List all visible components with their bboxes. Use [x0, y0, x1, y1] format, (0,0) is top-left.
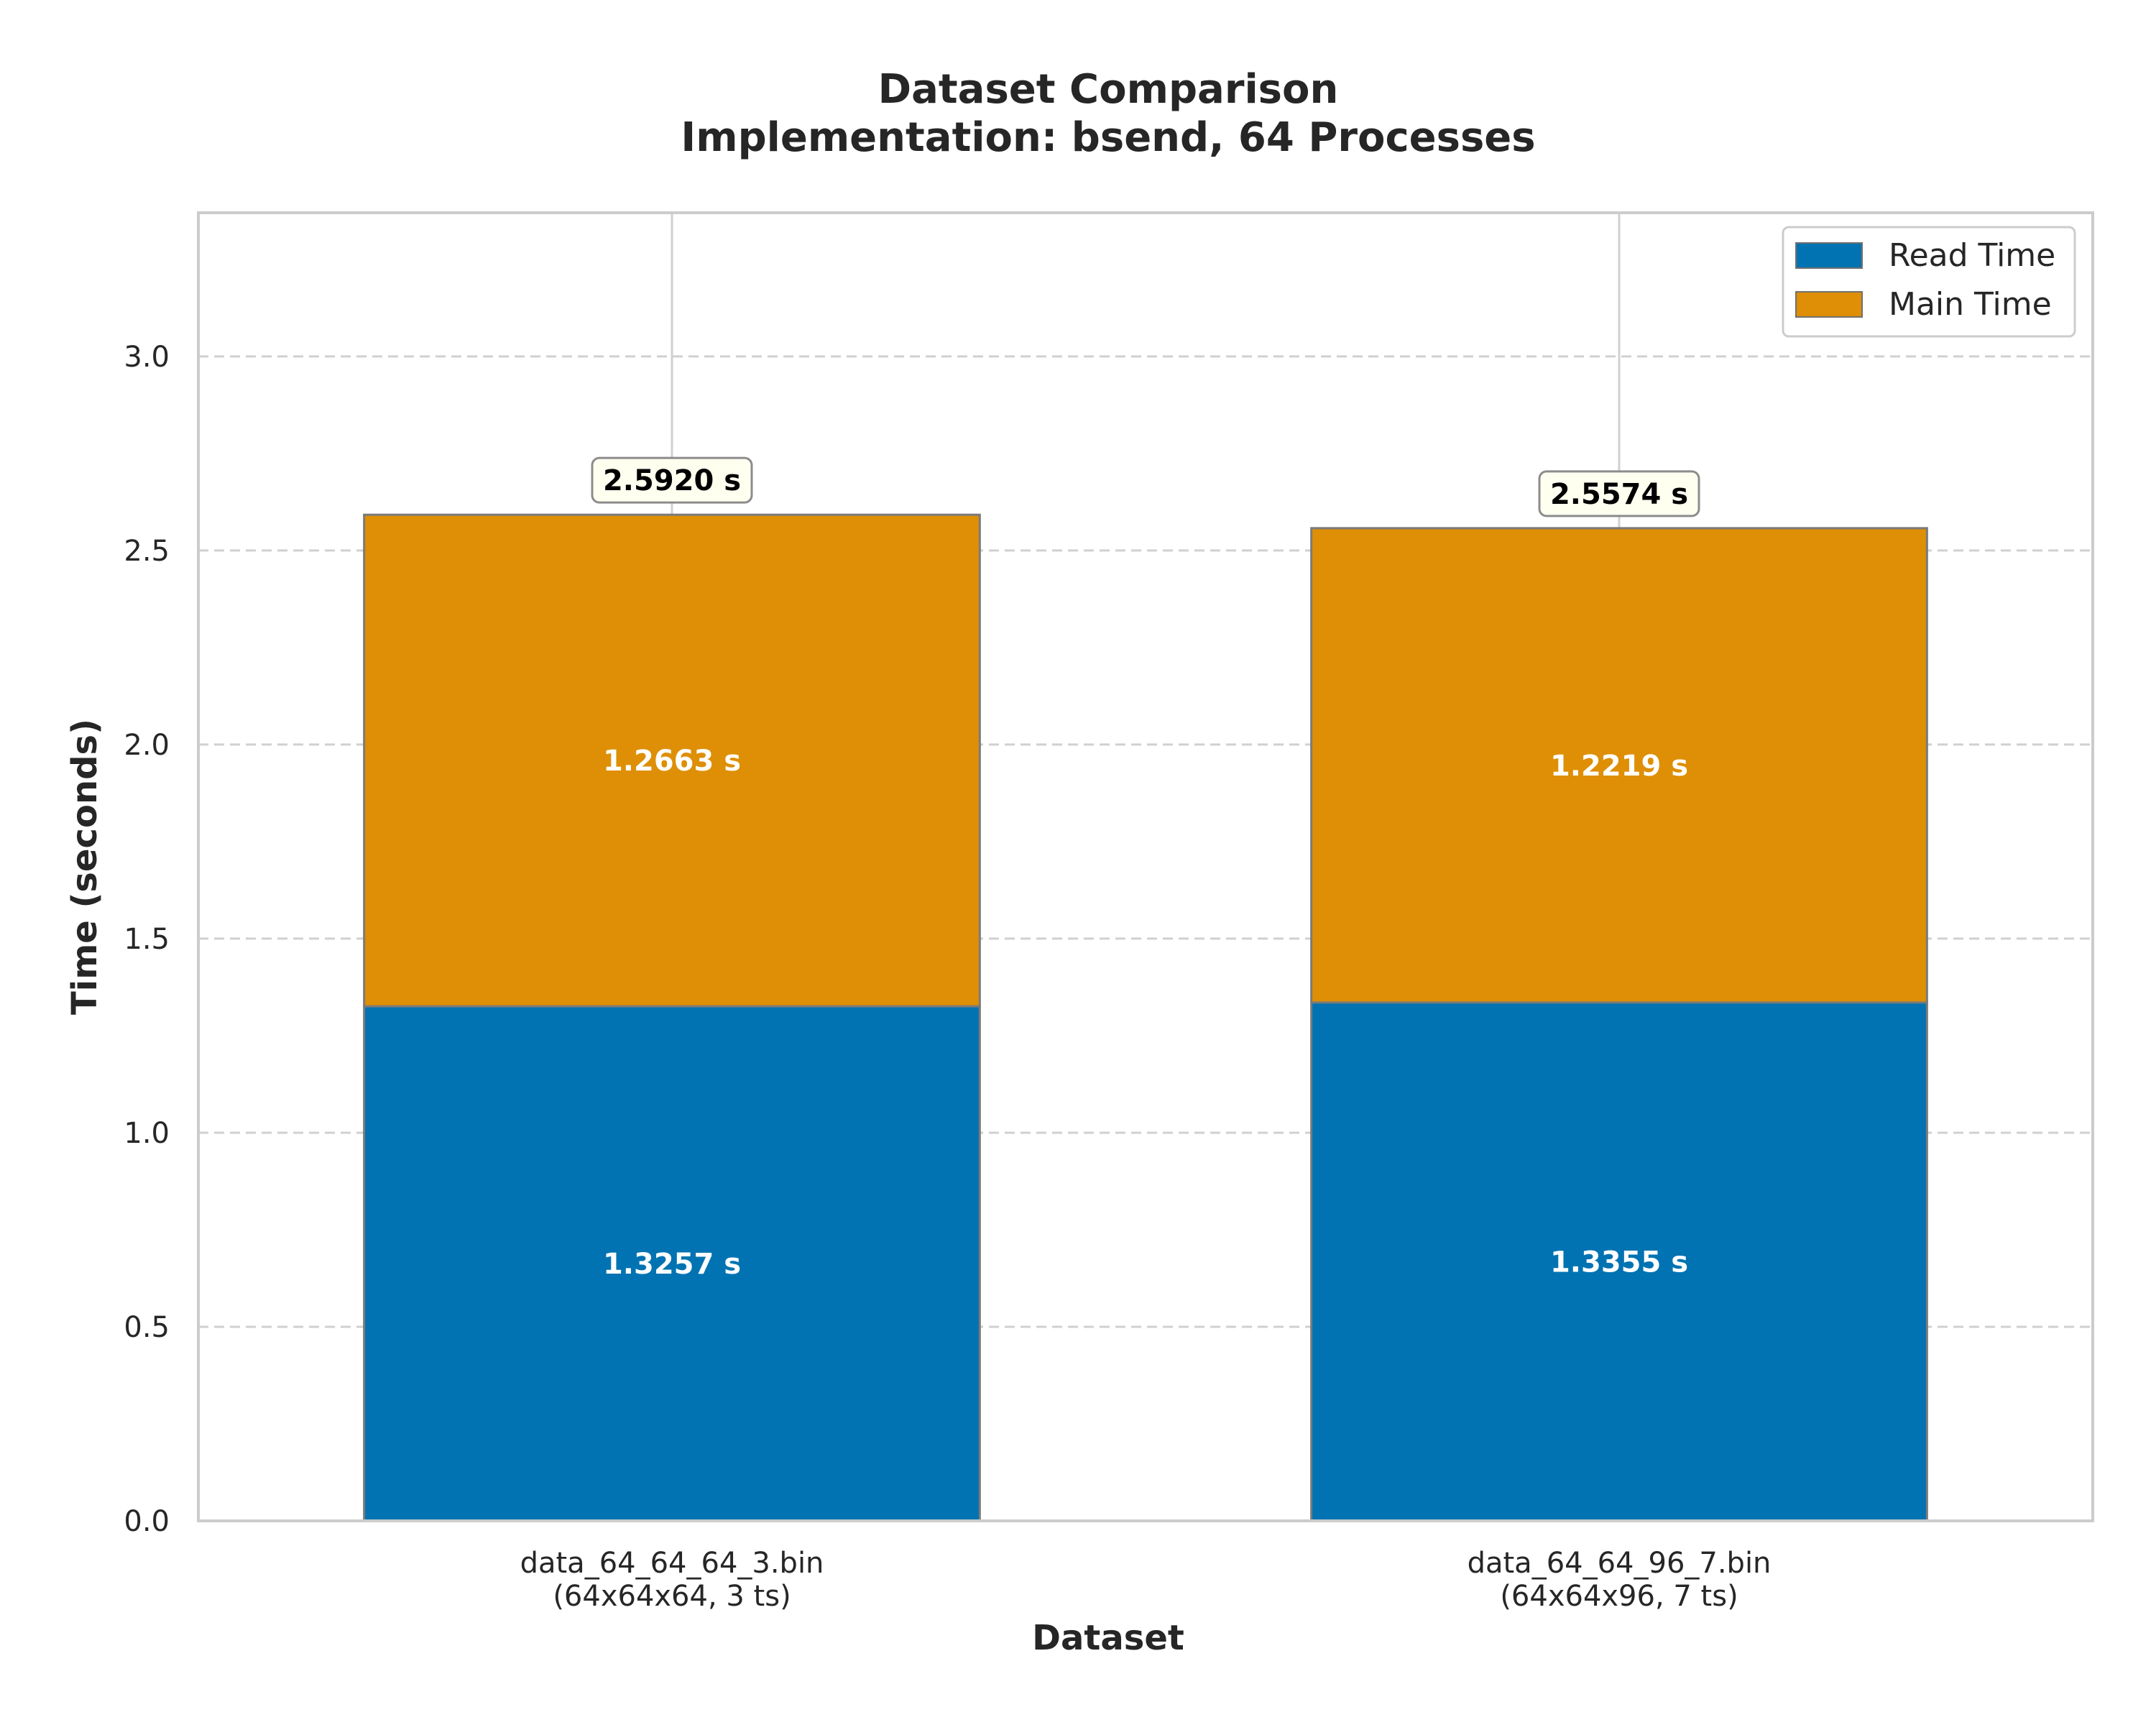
total-value-label: 2.5574 s	[1550, 478, 1688, 511]
y-tick-label: 0.0	[124, 1505, 170, 1538]
legend-swatch-main-time	[1795, 291, 1863, 318]
x-tick-label: (64x64x64, 3 ts)	[553, 1580, 791, 1613]
y-tick-label: 2.5	[124, 535, 170, 568]
total-label-box	[1538, 470, 1700, 518]
y-tick-label: 1.0	[124, 1117, 170, 1150]
x-tick-label: data_64_64_96_7.bin	[1468, 1547, 1772, 1580]
x-axis-label: Dataset	[1032, 1618, 1184, 1658]
legend-label-read-time: Read Time	[1889, 237, 2055, 274]
total-label-box	[591, 456, 753, 504]
bar-segment-value-label: 1.3257 s	[603, 1248, 741, 1281]
bar-segment-read-time	[363, 1005, 981, 1522]
plot-frame	[197, 211, 2094, 1522]
x-tick-label: (64x64x96, 7 ts)	[1500, 1580, 1738, 1613]
legend: Read Time Main Time	[1782, 226, 2076, 338]
bar-segment-main-time	[1310, 527, 1928, 1004]
legend-swatch-read-time	[1795, 242, 1863, 269]
y-axis-ticks: 0.0 0.5 1.0 1.5 2.0 2.5 3.0	[124, 341, 170, 1538]
legend-label-main-time: Main Time	[1889, 286, 2052, 323]
bar-segment-value-label: 1.2219 s	[1550, 750, 1688, 783]
y-tick-label: 2.0	[124, 729, 170, 762]
bar-segment-read-time	[1310, 1001, 1928, 1522]
x-axis-ticks: data_64_64_64_3.bin(64x64x64, 3 ts) data_…	[520, 1547, 1772, 1613]
chart-title: Dataset Comparison	[878, 66, 1339, 113]
bars: 1.3257 s 1.2663 s 2.5920 s 1.3355 s 1.2219 s…	[363, 456, 1928, 1522]
x-tick-label: data_64_64_64_3.bin	[520, 1547, 824, 1580]
bar-segment-main-time	[363, 513, 981, 1008]
bar-segment-value-label: 1.3355 s	[1550, 1246, 1688, 1279]
y-axis-label: Time (seconds)	[65, 719, 105, 1015]
total-value-label: 2.5920 s	[603, 464, 741, 497]
y-tick-label: 3.0	[124, 341, 170, 374]
chart-subtitle: Implementation: bsend, 64 Processes	[681, 114, 1535, 161]
bar-segment-value-label: 1.2663 s	[603, 745, 741, 778]
y-tick-label: 1.5	[124, 923, 170, 956]
y-tick-label: 0.5	[124, 1311, 170, 1344]
